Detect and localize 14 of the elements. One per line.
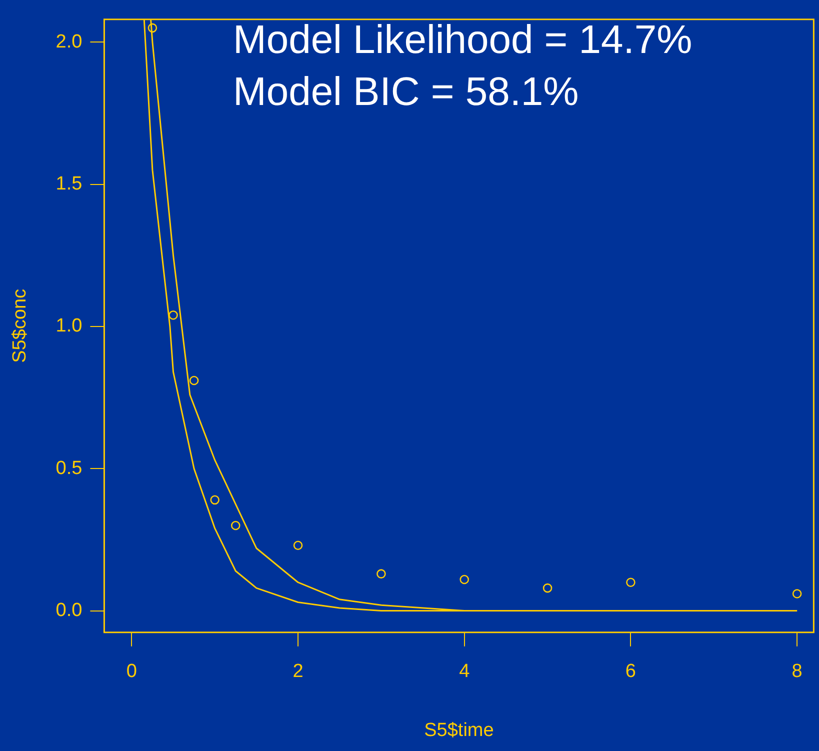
x-tick-label: 8 xyxy=(792,661,802,682)
y-tick-label: 0.5 xyxy=(56,458,82,479)
y-tick-label: 1.5 xyxy=(56,174,82,195)
x-tick-label: 6 xyxy=(625,661,636,682)
x-tick-label: 2 xyxy=(292,661,304,682)
annotation: Model BIC = 58.1% xyxy=(233,70,579,114)
y-tick-label: 0.0 xyxy=(56,600,82,622)
x-axis-title: S5$time xyxy=(424,720,494,741)
y-axis-title: S5$conc xyxy=(10,288,31,363)
y-tick-label: 2.0 xyxy=(56,31,82,52)
y-tick-label: 1.0 xyxy=(56,316,82,337)
x-tick-label: 4 xyxy=(459,661,470,682)
x-tick-label: 0 xyxy=(126,661,137,682)
annotation: Model Likelihood = 14.7% xyxy=(233,18,692,62)
